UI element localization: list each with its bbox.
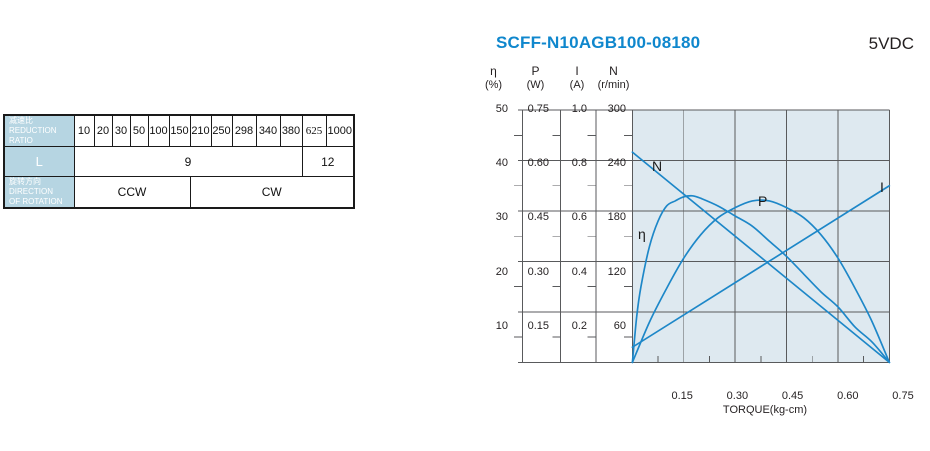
- y-tick-label: 0.45: [527, 211, 549, 224]
- x-tick-label: 0.45: [781, 390, 804, 402]
- y-tick-label: 40: [495, 157, 508, 170]
- row-header-direction: 旋转方向 DIRECTION OF ROTATION: [3, 176, 75, 209]
- curve-label-I: I: [880, 179, 884, 195]
- x-tick-label: 0.60: [837, 390, 859, 402]
- axis-symbol: I: [575, 64, 579, 78]
- y-tick-label: 0.4: [571, 265, 587, 278]
- y-tick-label: 60: [613, 319, 626, 332]
- curve-label-η: η: [638, 226, 646, 242]
- axis-unit: (W): [526, 79, 545, 91]
- x-tick-label: 0.30: [726, 390, 749, 402]
- curve-label-N: N: [652, 158, 663, 174]
- axis-header-I: I (A): [549, 64, 605, 92]
- table-row-direction: 旋转方向 DIRECTION OF ROTATION CCW CW: [3, 176, 355, 209]
- axis-unit: (r/min): [597, 79, 630, 91]
- ratio-value-cell: 150: [168, 114, 191, 147]
- ratio-value-cell: 210: [189, 114, 212, 147]
- y-tick-label: 0.30: [527, 265, 549, 278]
- plot-area: [632, 110, 890, 363]
- curve-P: [631, 199, 891, 364]
- y-tick-label: 180: [607, 211, 626, 224]
- ratio-value-cell: 250: [210, 114, 233, 147]
- axis-unit: (%): [484, 79, 503, 91]
- axis-header-P: P (W): [508, 64, 564, 92]
- curve-label-P: P: [758, 193, 768, 209]
- x-tick-label: 0.15: [671, 390, 693, 402]
- ratio-value-cell: 625: [301, 114, 327, 147]
- y-tick-label: 120: [607, 265, 626, 278]
- reduction-ratio-label-cn: 减速比: [9, 116, 33, 125]
- row-header-l: L: [3, 146, 75, 177]
- chart-canvas: [514, 109, 891, 364]
- y-tick-label: 300: [607, 103, 626, 115]
- direction-value-cell: CW: [189, 176, 355, 209]
- axis-symbol: η: [490, 64, 497, 78]
- chart-title: SCFF-N10AGB100-08180: [496, 33, 701, 52]
- y-tick-label: 0.75: [527, 103, 549, 115]
- ratio-value-cell: 380: [279, 114, 303, 147]
- curve-I: [631, 184, 891, 349]
- y-tick-label: 240: [607, 157, 626, 170]
- reduction-ratio-label-en-1: REDUCTION: [9, 126, 57, 135]
- direction-value-cell: CCW: [73, 176, 191, 209]
- row-header-reduction-ratio: 减速比 REDUCTION RATIO: [3, 114, 75, 147]
- ratio-value-cell: 100: [147, 114, 170, 147]
- ratio-value-cell: 10: [73, 114, 95, 147]
- x-tick-label: 0.75: [892, 390, 914, 402]
- y-tick-label: 0.60: [527, 157, 549, 170]
- y-tick-label: 50: [495, 103, 508, 115]
- axis-symbol: P: [531, 64, 540, 78]
- reduction-ratio-label-en-2: RATIO: [9, 136, 33, 145]
- curve-N: [631, 151, 891, 364]
- ratio-value-cell: 1000: [325, 114, 355, 147]
- table-row-reduction-ratio: 减速比 REDUCTION RATIO 10 20 30 50 100 150 …: [3, 114, 355, 147]
- ratio-value-cell: 30: [111, 114, 131, 147]
- y-tick-label: 0.6: [571, 211, 587, 224]
- table-row-l: L 9 12: [3, 146, 355, 177]
- l-value-cell: 9: [73, 146, 303, 177]
- y-tick-label: 0.8: [571, 157, 587, 170]
- y-tick-label: 30: [495, 211, 508, 224]
- performance-chart: SCFF-N10AGB100-08180 5VDC TORQUE(kg-cm) …: [480, 30, 930, 435]
- direction-label-cn: 旋转方向: [9, 177, 41, 186]
- direction-label-en-2: OF ROTATION: [9, 197, 63, 206]
- ratio-value-cell: 20: [93, 114, 113, 147]
- ratio-value-cell: 340: [255, 114, 281, 147]
- direction-label-en-1: DIRECTION: [9, 187, 53, 196]
- axis-header-η: η (%): [466, 64, 522, 92]
- ratio-value-cell: 50: [129, 114, 149, 147]
- axis-header-N: N (r/min): [586, 64, 642, 92]
- axis-unit: (A): [569, 79, 585, 91]
- y-tick-label: 1.0: [571, 103, 587, 115]
- y-tick-label: 20: [495, 265, 508, 278]
- curve-η: [631, 194, 891, 364]
- voltage-label: 5VDC: [868, 34, 914, 53]
- y-tick-label: 10: [495, 319, 508, 332]
- y-tick-label: 0.15: [527, 319, 549, 332]
- l-value-cell: 12: [301, 146, 355, 177]
- reduction-ratio-table: 减速比 REDUCTION RATIO 10 20 30 50 100 150 …: [3, 114, 355, 209]
- ratio-value-cell: 298: [231, 114, 257, 147]
- x-axis-label: TORQUE(kg-cm): [722, 404, 808, 416]
- y-tick-label: 0.2: [571, 319, 587, 332]
- axis-symbol: N: [609, 64, 618, 78]
